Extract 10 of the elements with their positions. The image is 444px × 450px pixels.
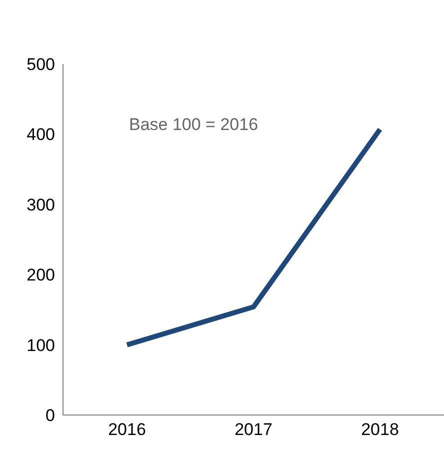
y-tick-label: 0 <box>46 406 55 426</box>
x-tick-label: 2017 <box>234 420 272 440</box>
y-tick-label: 400 <box>26 125 55 144</box>
x-tick-label: 2018 <box>361 420 399 440</box>
x-tick-label: 2016 <box>108 420 146 440</box>
y-tick-label: 200 <box>26 266 55 285</box>
y-tick-label: 300 <box>26 195 55 214</box>
annotation: Base 100 = 2016 <box>129 115 258 135</box>
y-tick-label: 500 <box>26 55 55 74</box>
y-tick-label: 100 <box>26 336 55 355</box>
